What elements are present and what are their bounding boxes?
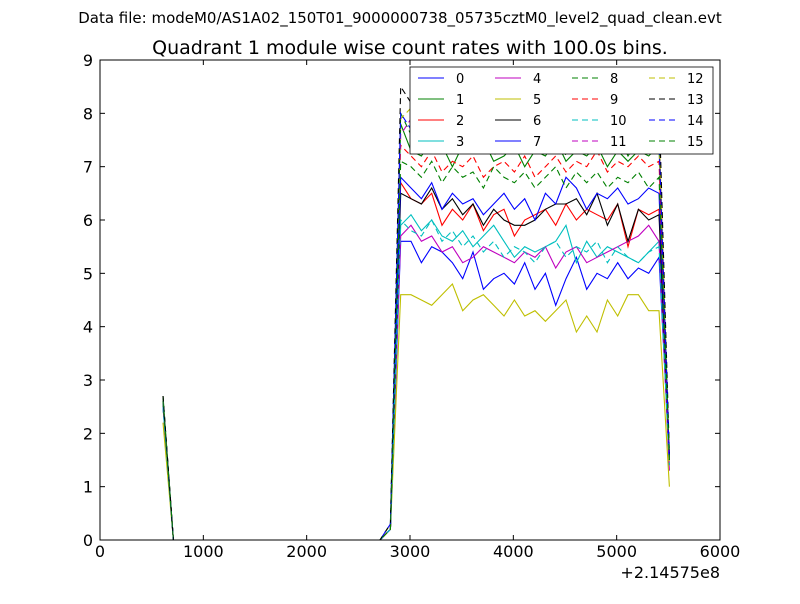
series-line-0 xyxy=(162,240,670,541)
y-tick-label: 4 xyxy=(83,318,93,337)
series-line-3 xyxy=(162,213,670,541)
series-line-9 xyxy=(162,143,670,541)
legend-label-5: 5 xyxy=(533,93,541,108)
data-file-label: Data file: modeM0/AS1A02_150T01_90000007… xyxy=(78,9,722,28)
x-tick-label: 1000 xyxy=(183,542,224,561)
x-tick-label: 6000 xyxy=(700,542,741,561)
x-tick-label: 5000 xyxy=(596,542,637,561)
series-line-11 xyxy=(162,117,670,541)
series-line-10 xyxy=(162,218,670,541)
legend-label-10: 10 xyxy=(610,114,627,129)
series-line-15 xyxy=(162,160,670,541)
series-line-12 xyxy=(162,101,670,541)
legend-label-2: 2 xyxy=(456,114,464,129)
y-tick-label: 9 xyxy=(83,51,93,70)
legend-label-3: 3 xyxy=(456,135,464,150)
legend-label-1: 1 xyxy=(456,93,464,108)
legend-label-13: 13 xyxy=(687,93,704,108)
y-tick-label: 6 xyxy=(83,211,93,230)
y-tick-label: 2 xyxy=(83,424,93,443)
y-tick-label: 0 xyxy=(83,531,93,550)
y-tick-label: 8 xyxy=(83,104,93,123)
legend-label-14: 14 xyxy=(687,114,704,129)
series-line-1 xyxy=(162,123,670,541)
x-tick-label: 2000 xyxy=(286,542,327,561)
series-line-2 xyxy=(162,180,670,541)
series-line-6 xyxy=(162,186,670,541)
legend-label-0: 0 xyxy=(456,72,464,87)
legend-label-4: 4 xyxy=(533,72,541,87)
legend-label-15: 15 xyxy=(687,135,704,150)
series-line-5 xyxy=(162,283,670,541)
legend-label-11: 11 xyxy=(610,135,627,150)
series-line-7 xyxy=(162,175,670,541)
x-offset-label: +2.14575e8 xyxy=(620,563,720,582)
y-tick-label: 5 xyxy=(83,264,93,283)
chart-title: Quadrant 1 module wise count rates with … xyxy=(152,37,668,59)
legend-label-7: 7 xyxy=(533,135,541,150)
y-tick-label: 7 xyxy=(83,158,93,177)
x-tick-label: 0 xyxy=(95,542,105,561)
legend-label-9: 9 xyxy=(610,93,618,108)
x-tick-label: 4000 xyxy=(493,542,534,561)
legend-label-8: 8 xyxy=(610,72,618,87)
legend-label-12: 12 xyxy=(687,72,704,87)
y-tick-label: 1 xyxy=(83,478,93,497)
legend-box xyxy=(409,66,714,155)
y-tick-label: 3 xyxy=(83,371,93,390)
x-tick-label: 3000 xyxy=(390,542,431,561)
series-line-4 xyxy=(162,224,670,541)
legend-label-6: 6 xyxy=(533,114,541,129)
